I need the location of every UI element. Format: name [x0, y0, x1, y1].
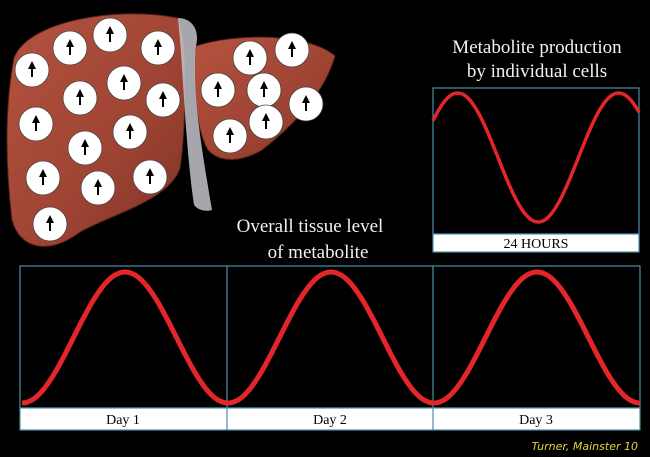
individual-axis-label: 24 HOURS [504, 237, 569, 252]
tissue-title-line1: Overall tissue level [237, 216, 384, 237]
individual-title-line1: Metabolite production [452, 37, 622, 58]
individual-title-line2: by individual cells [467, 61, 607, 82]
tissue-curve [21, 269, 641, 406]
falciform-ligament [178, 18, 212, 211]
individual-panel [432, 87, 640, 235]
individual-curve [431, 91, 641, 224]
tissue-chart: Day 1 Day 2 Day 3 [19, 265, 641, 431]
credit-text: Turner, Mainster 10 [532, 440, 638, 453]
individual-chart: Metabolite production by individual cell… [431, 37, 641, 253]
liver-cells [14, 17, 324, 242]
day-label-2: Day 2 [313, 413, 347, 428]
day-label-3: Day 3 [519, 413, 553, 428]
tissue-axis-band [19, 407, 641, 431]
tissue-panel [19, 265, 641, 409]
individual-axis-band [432, 233, 640, 253]
tissue-title-line2: of metabolite [268, 242, 369, 263]
liver-illustration [6, 13, 336, 247]
day-label-1: Day 1 [106, 413, 140, 428]
